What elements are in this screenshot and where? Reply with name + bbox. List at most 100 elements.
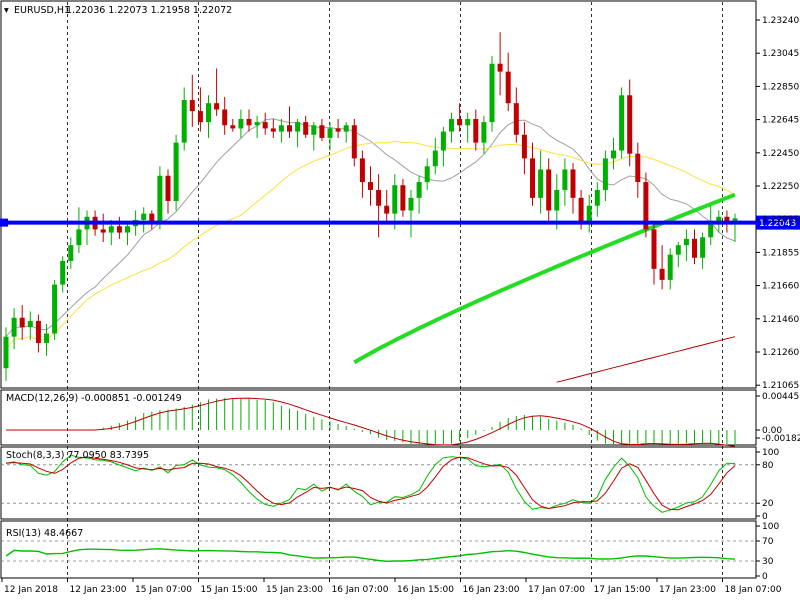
candle-body bbox=[343, 125, 349, 132]
price-tick-label: 1.22450 bbox=[762, 149, 799, 159]
candle-body bbox=[457, 118, 463, 126]
candle-body bbox=[278, 125, 284, 132]
candle-body bbox=[481, 122, 487, 143]
current-price-label: 1.22043 bbox=[759, 219, 796, 229]
candle-body bbox=[116, 226, 122, 233]
candle-body bbox=[667, 254, 673, 280]
symbol-dropdown-icon[interactable]: ▾ bbox=[4, 5, 9, 16]
candle-body bbox=[303, 122, 309, 135]
candle-body bbox=[554, 189, 560, 211]
symbol-title: EURUSD,H1 bbox=[14, 5, 70, 16]
ohlc-readout: 1.22036 1.22073 1.21958 1.22072 bbox=[66, 5, 232, 16]
price-tick-label: 1.21660 bbox=[762, 282, 799, 292]
candle-body bbox=[197, 111, 203, 123]
time-tick-label: 15 Jan 07:00 bbox=[135, 585, 192, 595]
candle-body bbox=[368, 182, 373, 190]
candle-body bbox=[408, 197, 414, 211]
candle-body bbox=[449, 118, 454, 132]
candle-body bbox=[465, 118, 471, 126]
candle-body bbox=[521, 134, 527, 159]
candle-body bbox=[335, 128, 341, 132]
ma-green-line bbox=[353, 192, 736, 365]
candle-body bbox=[724, 216, 730, 224]
candle-body bbox=[376, 189, 382, 206]
candle-body bbox=[287, 125, 292, 132]
candle-body bbox=[254, 122, 260, 126]
candle-body bbox=[262, 122, 268, 129]
candle-body bbox=[173, 142, 179, 201]
rsi-title: RSI(13) 48.4667 bbox=[6, 528, 83, 539]
level-anchor bbox=[0, 218, 8, 227]
candle-body bbox=[68, 245, 74, 261]
time-tick-label: 16 Jan 23:00 bbox=[463, 585, 520, 595]
candle-body bbox=[165, 175, 171, 201]
candle-body bbox=[149, 213, 155, 224]
candle-body bbox=[230, 125, 236, 129]
candle-body bbox=[181, 100, 187, 143]
candle-body bbox=[157, 175, 163, 224]
candle-body bbox=[384, 205, 390, 214]
price-tick-label: 1.21460 bbox=[762, 315, 799, 325]
time-tick-label: 12 Jan 23:00 bbox=[70, 585, 127, 595]
rsi-line: 100 70 30 0 bbox=[1, 522, 779, 582]
candle-body bbox=[708, 221, 714, 238]
candle-body bbox=[100, 229, 106, 233]
candle-body bbox=[700, 237, 706, 258]
macd-tick-label: 0.004451 bbox=[762, 392, 800, 402]
candle-body bbox=[692, 238, 697, 258]
price-axis: 1.23240 1.23045 1.22850 1.22645 1.22450 1.222… bbox=[756, 16, 799, 391]
candle-body bbox=[206, 103, 211, 123]
stochastic-lines: 100 80 20 0 bbox=[1, 448, 779, 522]
candle-body bbox=[489, 63, 495, 123]
price-tick-label: 1.22645 bbox=[762, 116, 799, 126]
candles bbox=[3, 32, 738, 381]
macd-histogram: 0.004451 0.00-0.001824 bbox=[6, 392, 800, 447]
rsi-pane[interactable] bbox=[0, 520, 757, 579]
candle-body bbox=[538, 169, 544, 198]
candle-body bbox=[716, 216, 722, 222]
rsi-tick-label: 0 bbox=[762, 572, 768, 582]
candle-body bbox=[214, 103, 220, 110]
candle-body bbox=[270, 128, 276, 132]
candle-body bbox=[602, 158, 608, 190]
candle-body bbox=[513, 103, 519, 135]
horizontal-level[interactable]: 1.22043 bbox=[0, 215, 800, 230]
price-tick-label: 1.22250 bbox=[762, 182, 799, 192]
candle-body bbox=[44, 333, 49, 343]
candle-body bbox=[125, 226, 130, 233]
candle-body bbox=[505, 71, 511, 104]
candle-body bbox=[651, 229, 657, 269]
price-tick-label: 1.22850 bbox=[762, 82, 799, 92]
time-axis: 12 Jan 2018 12 Jan 23:00 15 Jan 07:00 15 Ja… bbox=[1, 578, 782, 595]
stoch-tick-label: 20 bbox=[762, 499, 774, 509]
rsi-line bbox=[5, 548, 736, 563]
candle-body bbox=[619, 95, 625, 151]
candle-body bbox=[27, 320, 33, 328]
time-tick-label: 18 Jan 07:00 bbox=[725, 585, 782, 595]
candle-body bbox=[586, 205, 592, 222]
candle-body bbox=[3, 336, 9, 369]
candle-body bbox=[238, 118, 244, 129]
stoch-pane[interactable] bbox=[0, 446, 757, 520]
time-tick-label: 17 Jan 23:00 bbox=[659, 585, 716, 595]
candle-body bbox=[52, 284, 58, 334]
stoch-title: Stoch(8,3,3) 77.0950 83.7395 bbox=[6, 450, 149, 461]
candle-body bbox=[19, 317, 25, 328]
candle-body bbox=[611, 150, 616, 159]
time-tick-label: 12 Jan 2018 bbox=[4, 585, 58, 595]
macd-title: MACD(12,26,9) -0.000851 -0.001249 bbox=[6, 393, 182, 404]
candle-body bbox=[473, 118, 479, 143]
ma-fast-line bbox=[5, 118, 736, 338]
candle-body bbox=[76, 229, 82, 246]
rsi-tick-label: 70 bbox=[762, 537, 774, 547]
candle-body bbox=[562, 169, 568, 190]
time-tick-label: 15 Jan 23:00 bbox=[266, 585, 323, 595]
candle-body bbox=[627, 95, 633, 154]
candle-body bbox=[319, 125, 325, 138]
candle-body bbox=[246, 118, 252, 126]
candle-body bbox=[570, 169, 576, 198]
candle-body bbox=[497, 63, 503, 72]
stoch-tick-label: 80 bbox=[762, 461, 774, 471]
candle-body bbox=[327, 128, 333, 138]
